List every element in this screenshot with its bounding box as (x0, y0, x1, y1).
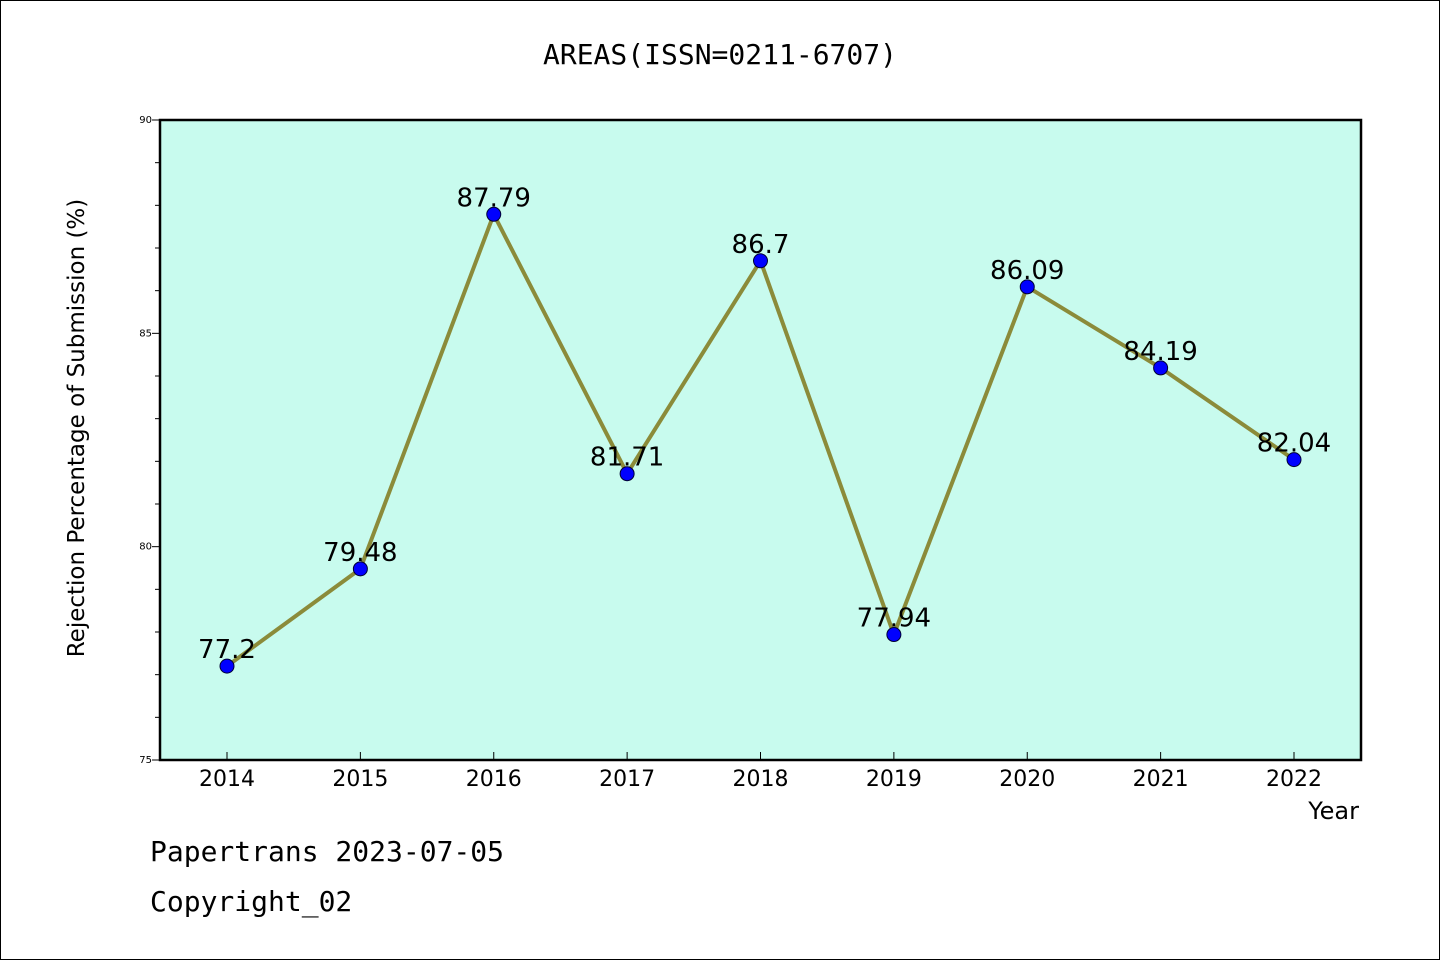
data-point (619, 466, 635, 482)
x-tick-label: 2016 (466, 767, 522, 792)
data-point (486, 206, 502, 222)
data-label: 82.04 (1257, 429, 1331, 459)
plot-border (158, 118, 1363, 762)
y-axis-label: Rejection Percentage of Submission (%) (64, 199, 90, 658)
footer-line-1: Papertrans 2023-07-05 (150, 835, 505, 868)
data-point (753, 253, 768, 269)
data-label: 77.94 (857, 604, 931, 634)
x-tick-label: 2022 (1266, 767, 1322, 792)
y-tick-label: 75 (139, 755, 152, 766)
plot-area (160, 120, 1361, 760)
data-label: 87.79 (457, 183, 531, 213)
x-tick-label: 2020 (999, 767, 1055, 792)
x-axis-label: Year (1307, 797, 1359, 825)
data-point (1019, 279, 1035, 295)
x-tick-label: 2021 (1133, 767, 1189, 792)
data-point (1153, 360, 1169, 376)
data-label: 86.7 (732, 230, 790, 260)
footer-line-2: Copyright_02 (150, 885, 353, 918)
data-point (219, 658, 235, 674)
x-tick-label: 2014 (199, 767, 255, 792)
data-label: 81.71 (590, 443, 664, 473)
data-point (1286, 452, 1302, 468)
data-label: 77.2 (198, 635, 256, 665)
y-tick-label: 80 (139, 542, 152, 553)
y-tick-label: 85 (139, 328, 152, 339)
x-tick-label: 2019 (866, 767, 922, 792)
x-tick-label: 2015 (332, 767, 388, 792)
data-point (886, 627, 902, 643)
chart-title: AREAS(ISSN=0211-6707) (542, 38, 897, 71)
x-tick-label: 2018 (733, 767, 789, 792)
data-label: 79.48 (323, 538, 397, 568)
data-label: 86.09 (990, 256, 1064, 286)
data-point (352, 561, 368, 577)
y-tick-label: 90 (139, 115, 152, 126)
data-label: 84.19 (1123, 337, 1197, 367)
x-tick-label: 2017 (599, 767, 655, 792)
